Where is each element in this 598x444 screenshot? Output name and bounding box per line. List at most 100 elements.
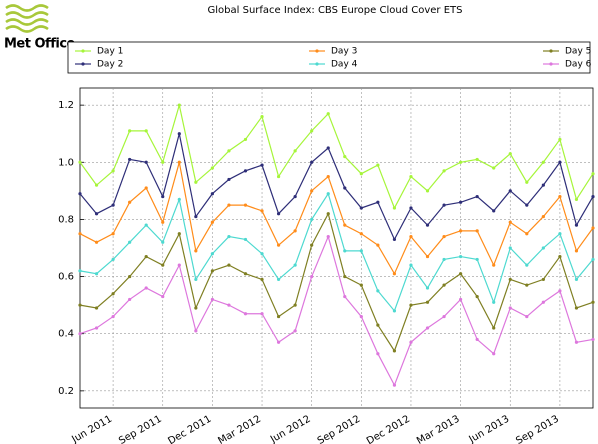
point (161, 263, 165, 267)
point (111, 257, 115, 262)
point (194, 214, 198, 219)
point (293, 149, 297, 153)
point (94, 183, 99, 187)
point (243, 169, 248, 173)
point (492, 300, 496, 304)
point (343, 186, 347, 190)
point (144, 160, 148, 164)
point (260, 163, 264, 167)
y-tick-label: 0.8 (58, 214, 74, 225)
series-line (79, 133, 594, 241)
x-tick-label: Jun 2011 (69, 414, 114, 444)
point (310, 243, 314, 247)
legend-label: Day 4 (331, 60, 358, 70)
point (475, 229, 479, 233)
point (177, 263, 181, 267)
point (376, 243, 380, 247)
point (293, 229, 297, 233)
point (94, 212, 99, 216)
point (227, 234, 231, 239)
legend-box (67, 41, 591, 74)
point (558, 160, 562, 164)
legend-label: Day 2 (97, 60, 123, 70)
point (359, 314, 363, 319)
point (227, 303, 231, 307)
point (194, 329, 198, 333)
legend-marker (549, 62, 553, 66)
point (293, 194, 297, 199)
point (210, 220, 214, 224)
point (260, 277, 264, 282)
legend-marker (315, 62, 319, 66)
point (276, 174, 281, 179)
point (558, 194, 562, 199)
point (525, 263, 529, 267)
point (541, 277, 545, 282)
legend-label: Day 3 (331, 47, 357, 57)
point (94, 326, 99, 330)
point (94, 306, 99, 310)
legend-marker (549, 49, 553, 53)
point (409, 303, 413, 307)
point (326, 212, 330, 216)
legend-label: Day 1 (97, 47, 123, 57)
point (558, 232, 562, 236)
point (425, 300, 430, 304)
series-line (79, 162, 594, 276)
point (210, 192, 214, 196)
point (243, 137, 248, 142)
point (94, 272, 99, 276)
point (326, 146, 330, 150)
point (574, 340, 579, 344)
y-tick-label: 0.2 (58, 386, 74, 397)
point (541, 160, 545, 164)
series-line (79, 234, 594, 387)
point (574, 223, 579, 227)
point (177, 160, 181, 164)
point (310, 160, 314, 164)
point (558, 289, 562, 293)
point (128, 129, 132, 133)
point (492, 352, 496, 356)
point (111, 232, 115, 236)
point (376, 323, 380, 327)
point (574, 306, 579, 310)
x-tick-label: Jun 2013 (467, 414, 512, 444)
point (78, 232, 82, 236)
point (227, 177, 231, 182)
point (326, 112, 330, 116)
point (293, 263, 297, 267)
point (425, 223, 430, 227)
x-tick-label: Dec 2011 (166, 414, 213, 444)
point (359, 232, 363, 236)
point (276, 314, 281, 319)
point (128, 297, 132, 302)
point (392, 206, 397, 210)
point (78, 192, 82, 196)
point (177, 132, 181, 136)
point (558, 137, 562, 142)
point (177, 103, 181, 107)
point (442, 169, 446, 173)
point (144, 186, 148, 190)
point (591, 257, 595, 262)
point (442, 283, 446, 287)
point (376, 163, 380, 167)
plot-frame (79, 87, 594, 409)
x-tick-label: Mar 2012 (216, 414, 263, 444)
point (508, 277, 512, 282)
point (392, 237, 397, 242)
point (525, 232, 529, 236)
point (475, 257, 479, 262)
point (260, 252, 264, 256)
point (343, 294, 347, 299)
x-tick-label: Sep 2012 (316, 414, 363, 444)
point (194, 180, 198, 184)
point (359, 249, 363, 253)
point (276, 277, 281, 282)
point (243, 272, 248, 276)
point (591, 194, 595, 199)
point (210, 269, 214, 273)
point (260, 312, 264, 316)
